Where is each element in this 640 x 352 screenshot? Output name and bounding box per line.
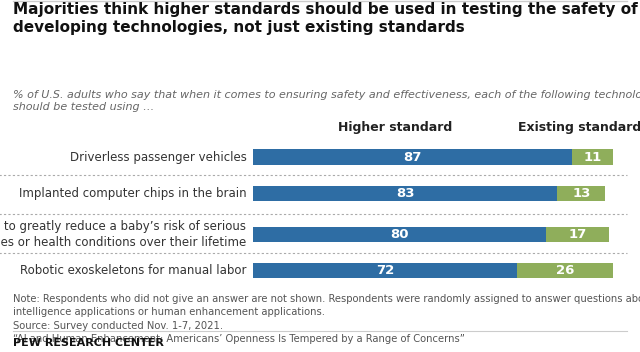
Text: 13: 13: [572, 187, 591, 200]
Text: Implanted computer chips in the brain: Implanted computer chips in the brain: [19, 187, 246, 200]
Bar: [547, 227, 609, 242]
Text: PEW RESEARCH CENTER: PEW RESEARCH CENTER: [13, 339, 164, 348]
Bar: [253, 227, 547, 242]
Bar: [253, 150, 572, 165]
Text: 87: 87: [403, 151, 422, 164]
Text: Driverless passenger vehicles: Driverless passenger vehicles: [70, 151, 246, 164]
Text: “AI and Human Enhancement: Americans’ Openness Is Tempered by a Range of Concern: “AI and Human Enhancement: Americans’ Op…: [13, 334, 465, 344]
Bar: [253, 186, 557, 201]
Text: Higher standard: Higher standard: [339, 121, 452, 134]
Bar: [253, 263, 517, 278]
Text: 11: 11: [583, 151, 602, 164]
Text: Majorities think higher standards should be used in testing the safety of some
d: Majorities think higher standards should…: [13, 2, 640, 35]
Text: Gene editing to greatly reduce a baby’s risk of serious
diseases or health condi: Gene editing to greatly reduce a baby’s …: [0, 220, 246, 249]
Text: 17: 17: [568, 228, 587, 241]
Bar: [557, 186, 605, 201]
Text: 80: 80: [390, 228, 409, 241]
Text: intelligence applications or human enhancement applications.: intelligence applications or human enhan…: [13, 307, 325, 317]
Text: Note: Respondents who did not give an answer are not shown. Respondents were ran: Note: Respondents who did not give an an…: [13, 294, 640, 304]
Text: % of U.S. adults who say that when it comes to ensuring safety and effectiveness: % of U.S. adults who say that when it co…: [13, 90, 640, 112]
Text: 72: 72: [376, 264, 394, 277]
Bar: [517, 263, 612, 278]
Text: Robotic exoskeletons for manual labor: Robotic exoskeletons for manual labor: [20, 264, 246, 277]
Text: 83: 83: [396, 187, 414, 200]
Text: Source: Survey conducted Nov. 1-7, 2021.: Source: Survey conducted Nov. 1-7, 2021.: [13, 321, 223, 331]
Text: Existing standard: Existing standard: [518, 121, 640, 134]
Bar: [572, 150, 612, 165]
Text: 26: 26: [556, 264, 574, 277]
